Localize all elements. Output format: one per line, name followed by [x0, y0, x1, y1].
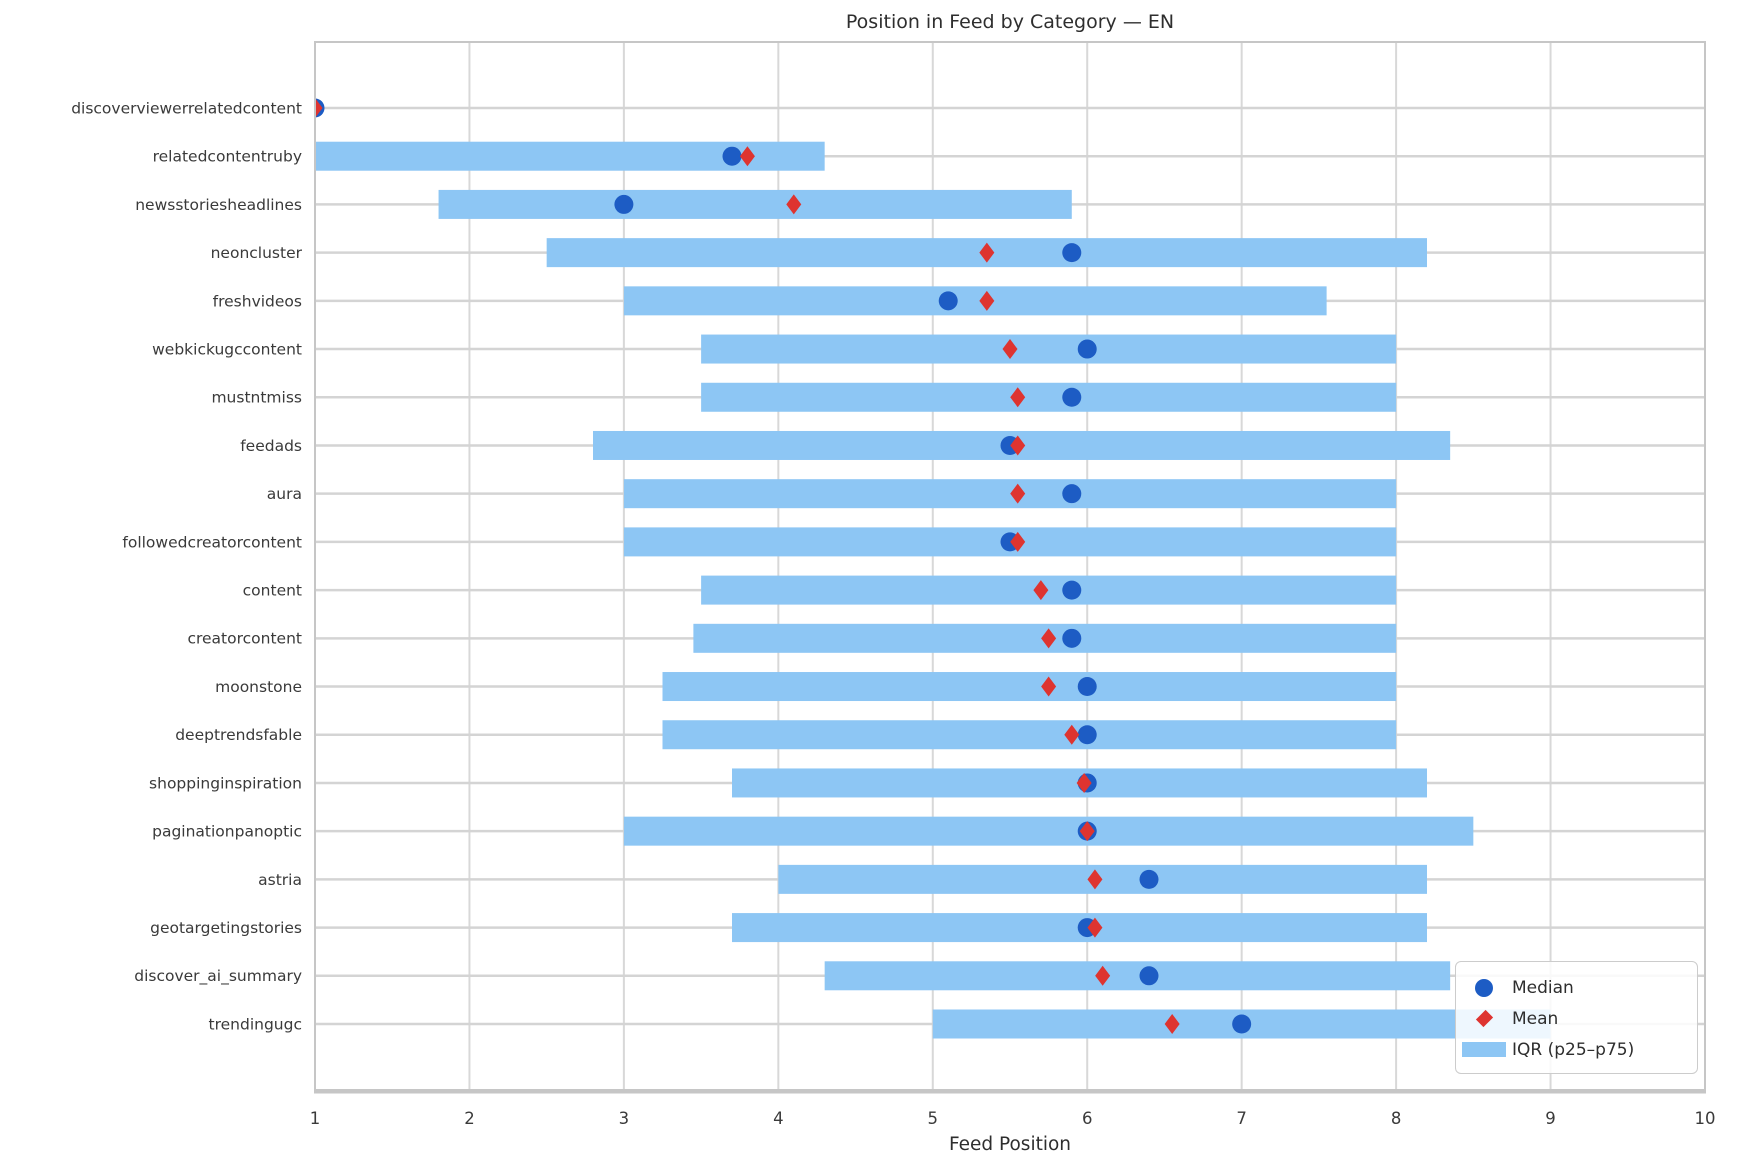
y-tick-label: moonstone	[215, 678, 302, 696]
x-tick-label: 6	[1082, 1109, 1093, 1128]
x-tick-label: 5	[928, 1109, 939, 1128]
mean-marker	[1079, 821, 1095, 842]
y-tick-label: relatedcontentruby	[153, 148, 302, 166]
legend-item-median: Median	[1456, 972, 1697, 1003]
y-tick-label: creatorcontent	[187, 630, 302, 648]
median-marker	[1062, 484, 1082, 504]
median-marker	[1077, 339, 1097, 359]
median-marker	[1232, 1014, 1252, 1034]
iqr-bar	[662, 720, 1397, 750]
median-marker	[1062, 580, 1082, 600]
x-tick-label: 2	[464, 1109, 475, 1128]
mean-marker	[786, 194, 802, 215]
iqr-bar	[701, 382, 1397, 412]
x-tick-label: 8	[1391, 1109, 1402, 1128]
y-tick-label: paginationpanoptic	[152, 823, 302, 841]
legend-item-iqr: IQR (p25–p75)	[1456, 1034, 1697, 1065]
median-marker	[1062, 243, 1082, 263]
iqr-bar	[778, 864, 1427, 894]
iqr-bar	[438, 189, 1072, 219]
y-tick-label: neoncluster	[211, 244, 303, 262]
y-tick-label: trendingugc	[209, 1015, 302, 1033]
iqr-bar	[662, 672, 1397, 702]
mean-marker	[1010, 483, 1026, 504]
iqr-bar	[701, 575, 1397, 605]
legend-item-mean: Mean	[1456, 1003, 1697, 1034]
x-tick-label: 7	[1236, 1109, 1247, 1128]
mean-marker	[1033, 580, 1049, 601]
mean-marker	[1087, 917, 1103, 938]
median-marker	[1139, 869, 1159, 889]
y-tick-label: geotargetingstories	[150, 919, 302, 937]
median-marker	[1062, 387, 1082, 407]
y-tick-label: mustntmiss	[211, 389, 302, 407]
median-marker	[938, 291, 958, 311]
y-tick-label: shoppinginspiration	[149, 774, 302, 792]
y-tick-label: deeptrendsfable	[175, 726, 302, 744]
mean-marker	[739, 146, 755, 167]
iqr-bar	[623, 286, 1327, 316]
iqr-bar	[701, 334, 1397, 364]
mean-marker	[979, 242, 995, 263]
iqr-legend-icon	[1462, 1042, 1506, 1057]
chart-title: Position in Feed by Category — EN	[845, 11, 1175, 33]
median-legend-icon	[1475, 978, 1493, 997]
mean-marker	[979, 290, 995, 311]
median-marker	[1077, 725, 1097, 745]
x-axis-label: Feed Position	[948, 1134, 1072, 1155]
y-tick-label: content	[243, 582, 302, 600]
mean-marker	[315, 98, 323, 118]
y-tick-label: aura	[267, 485, 302, 503]
iqr-bar	[824, 961, 1451, 991]
legend: Median Mean IQR (p25–p75)	[1455, 961, 1698, 1074]
y-tick-label: webkickugccontent	[152, 340, 302, 358]
legend-label-mean: Mean	[1512, 1008, 1559, 1029]
mean-marker	[1041, 628, 1057, 649]
mean-marker	[1010, 387, 1026, 408]
iqr-bar	[623, 479, 1397, 509]
legend-label-iqr: IQR (p25–p75)	[1512, 1039, 1635, 1060]
mean-marker	[1087, 869, 1103, 890]
mean-marker	[1076, 772, 1092, 793]
mean-marker	[1010, 435, 1026, 456]
iqr-bar	[623, 816, 1474, 846]
y-tick-label: discoverviewerrelatedcontent	[71, 99, 302, 117]
mean-marker	[1164, 1014, 1180, 1034]
x-tick-label: 10	[1695, 1109, 1716, 1128]
x-tick-label: 3	[619, 1109, 630, 1128]
y-tick-label: freshvideos	[213, 292, 302, 310]
x-tick-label: 9	[1545, 1109, 1556, 1128]
median-marker	[1077, 677, 1097, 697]
median-marker	[614, 194, 634, 214]
mean-marker	[1064, 724, 1080, 745]
x-tick-label: 1	[310, 1109, 321, 1128]
y-tick-label: discover_ai_summary	[134, 967, 302, 986]
mean-marker	[1002, 339, 1018, 360]
mean-legend-icon	[1475, 1009, 1493, 1028]
y-tick-label: newsstoriesheadlines	[135, 196, 302, 214]
median-marker	[722, 146, 742, 166]
median-marker	[1139, 966, 1159, 986]
mean-marker	[1041, 676, 1057, 697]
y-tick-label: followedcreatorcontent	[122, 533, 302, 551]
legend-label-median: Median	[1512, 977, 1574, 998]
mean-marker	[1010, 531, 1026, 552]
y-tick-label: feedads	[240, 437, 302, 455]
y-tick-label: astria	[258, 871, 302, 889]
mean-marker	[1095, 965, 1111, 986]
plot-border	[314, 41, 1706, 1091]
x-tick-label: 4	[773, 1109, 784, 1128]
median-marker	[1062, 628, 1082, 648]
